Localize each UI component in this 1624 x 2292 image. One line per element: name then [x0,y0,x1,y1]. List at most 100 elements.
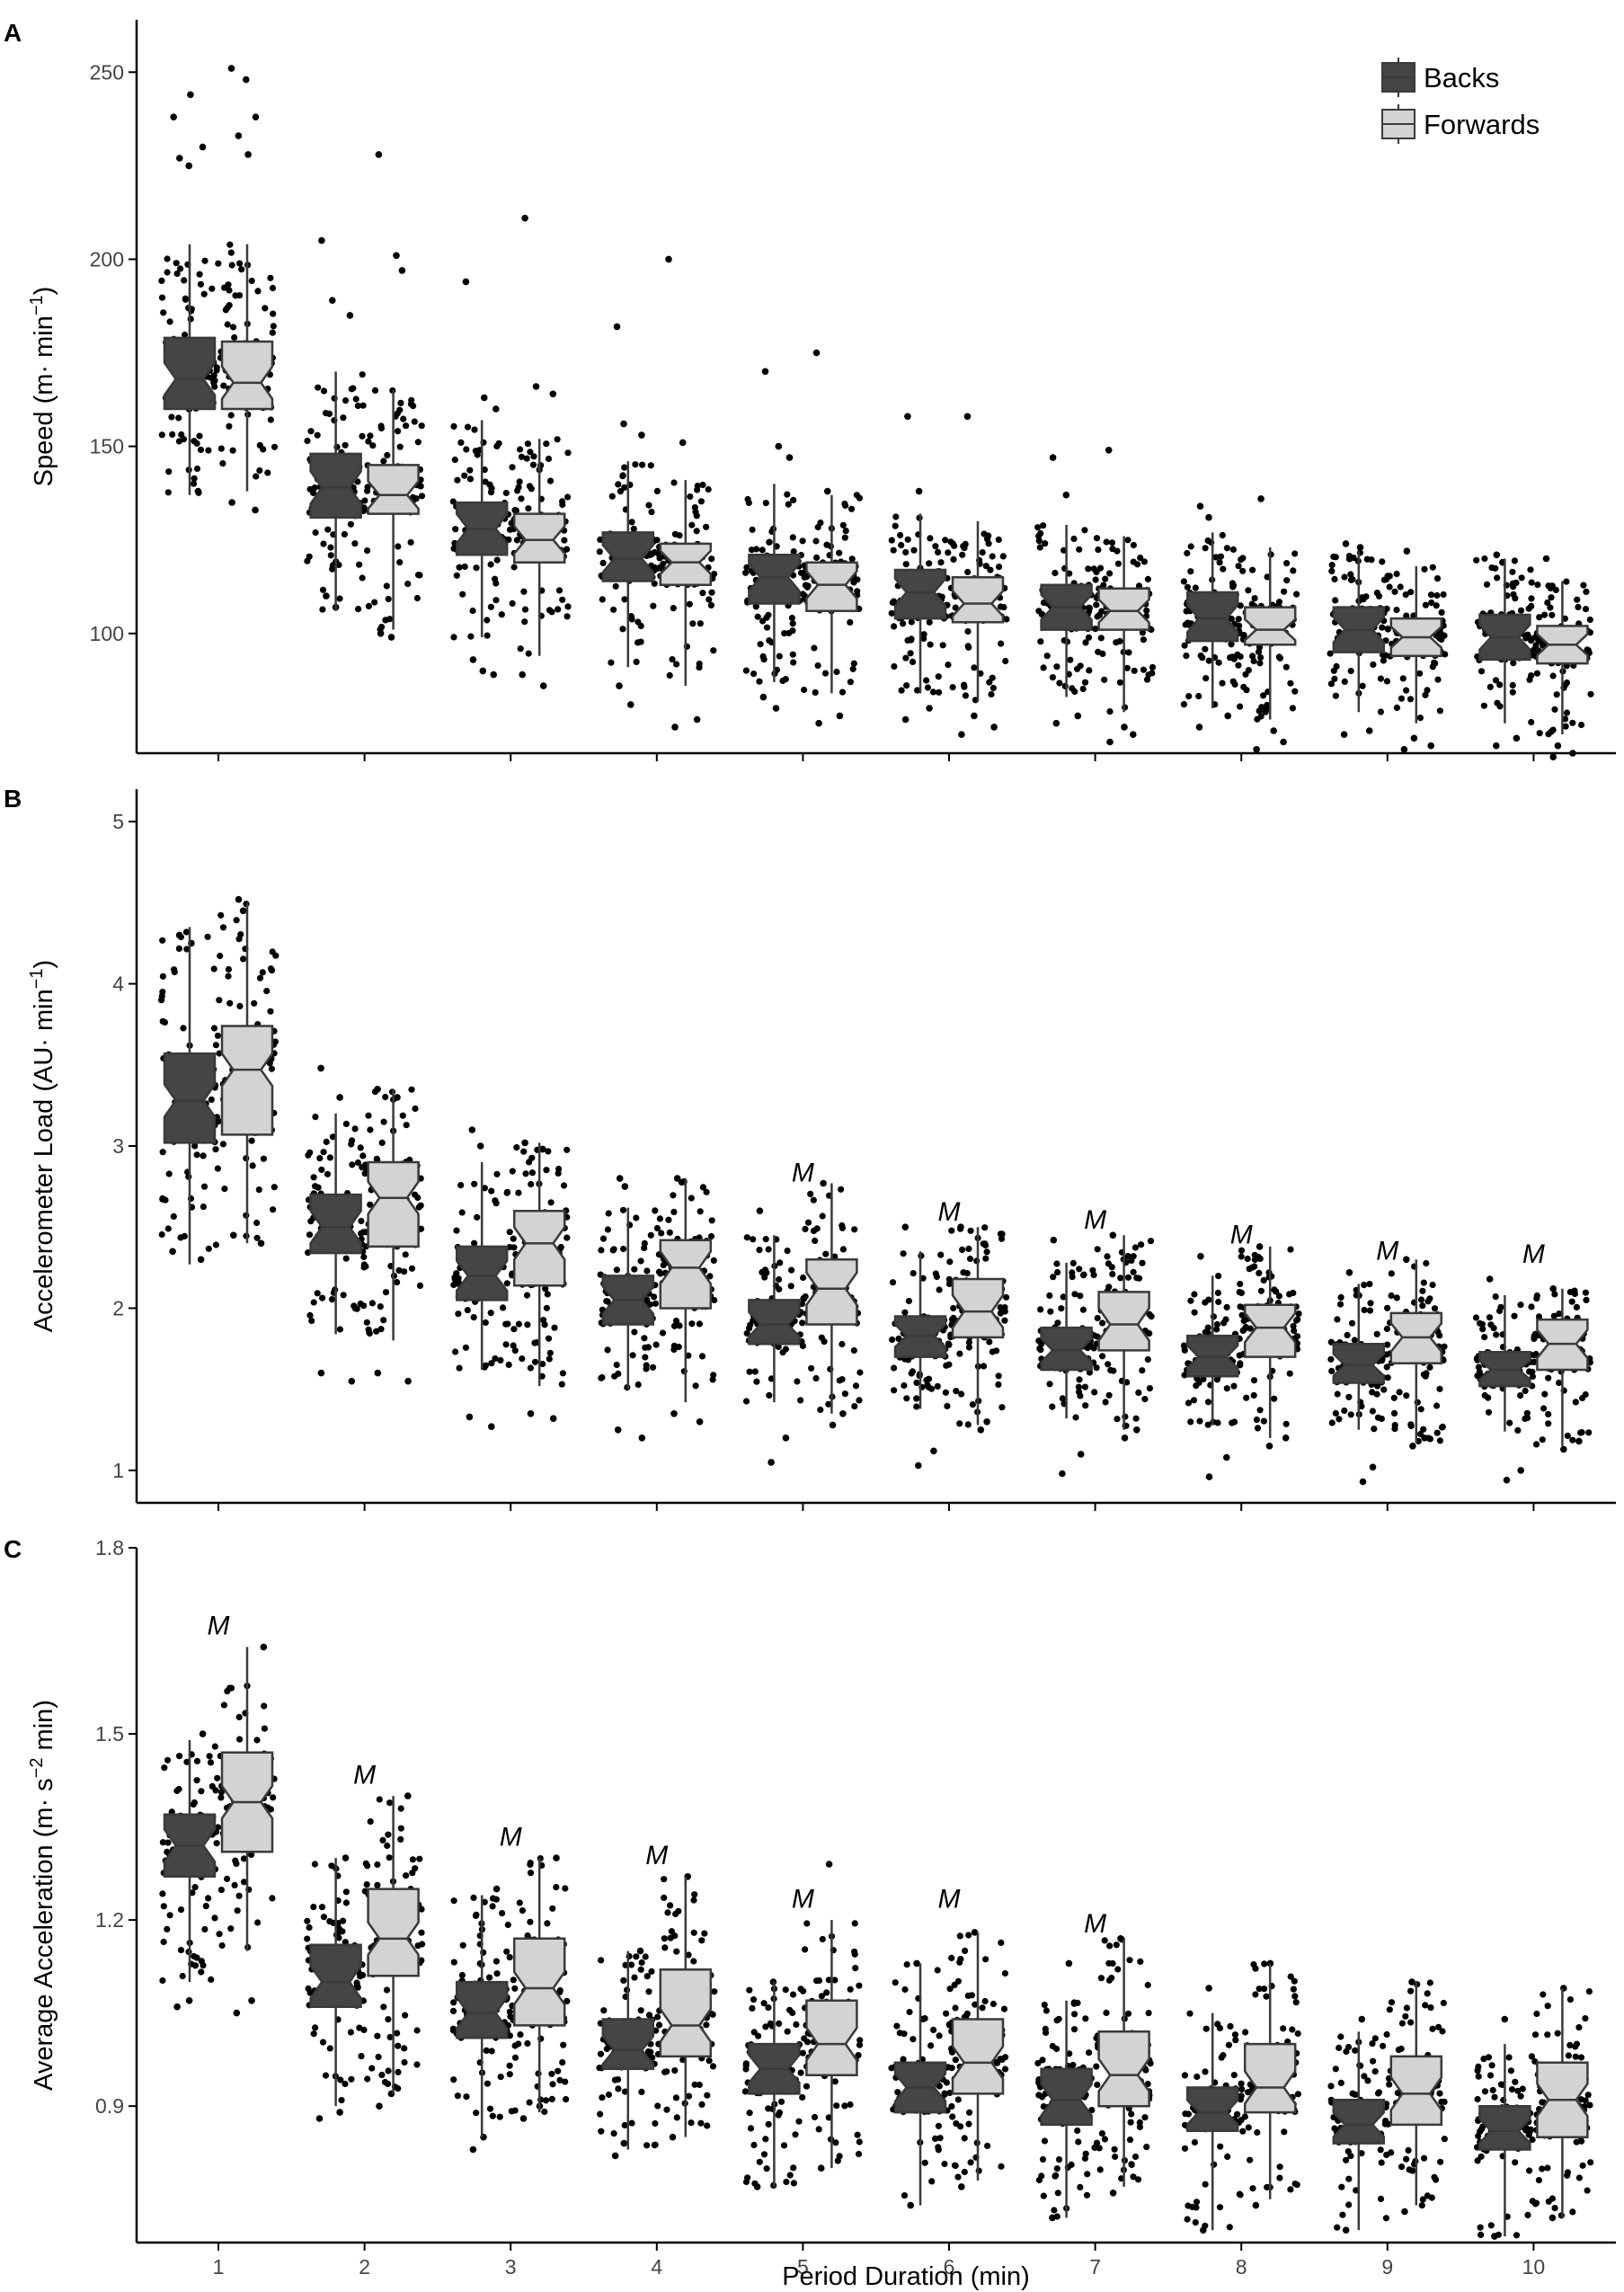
data-point [200,1204,207,1211]
data-point [463,446,470,453]
data-point [175,414,182,422]
data-point [1373,1330,1380,1337]
outlier-point [317,1064,324,1072]
data-point [1224,2153,1231,2160]
data-point [462,1344,470,1351]
data-point [1093,601,1100,609]
data-point [1143,676,1151,683]
outlier-point [616,682,623,689]
y-axis-title: Average Acceleration (m· s−2 min) [27,1700,58,2091]
data-point [212,1042,219,1049]
data-point [635,1381,642,1389]
y-axis-title: Speed (m· min−1) [27,287,58,487]
data-point [173,260,180,267]
data-point [1391,1422,1398,1429]
outlier-point [1205,1473,1213,1480]
data-point [1082,639,1089,646]
outlier-point [1065,1959,1073,1968]
data-point [412,1191,419,1198]
box-body [1243,606,1297,646]
data-point [1540,1405,1548,1412]
data-point [1549,672,1557,680]
data-point [1251,1251,1258,1258]
data-point [1204,537,1211,545]
data-point [351,1125,359,1133]
outlier-point [638,431,645,439]
data-point [1191,1291,1198,1298]
data-point [645,2012,653,2019]
data-point [1291,1328,1298,1335]
data-point [204,933,211,940]
data-point [543,1304,551,1311]
data-point [493,442,501,450]
data-point [1041,2001,1048,2009]
data-point [655,1268,663,1275]
data-point [359,402,367,409]
data-point [519,1355,526,1363]
data-point [1347,571,1354,578]
data-point [1195,1379,1202,1387]
outlier-point [839,1410,847,1417]
data-point [1239,567,1247,574]
y-tick-label: 1 [112,1459,124,1482]
data-point [1496,703,1504,710]
data-point [763,624,771,631]
x-tick-label: 7 [1089,2255,1101,2279]
box-body [893,568,947,620]
data-point [615,481,622,488]
data-point [707,601,715,609]
data-point [492,1197,499,1204]
data-point [1433,575,1442,582]
data-point [1140,558,1148,565]
data-point [956,1350,963,1357]
data-point [1125,649,1132,656]
data-point [897,531,904,539]
data-point [776,1285,783,1293]
data-point [207,1759,215,1766]
data-point [543,440,550,448]
data-point [1545,1374,1552,1381]
outlier-point [901,1223,910,1230]
data-point [487,1310,494,1317]
data-point [358,1230,365,1237]
data-point [450,545,457,552]
data-point [1238,2080,1245,2087]
data-point [500,1304,507,1311]
data-point [850,660,857,667]
data-point [1533,1295,1540,1302]
data-point [206,1753,213,1760]
data-point [320,1149,327,1156]
outlier-point [1224,712,1231,720]
outlier-point [173,2003,181,2011]
data-point [996,564,1003,571]
outlier-point [235,132,243,139]
data-point [386,616,394,623]
data-point [197,446,205,453]
data-point [1081,1383,1088,1390]
data-point [786,2172,794,2179]
data-point [319,606,326,613]
data-point [856,1369,864,1376]
data-point [347,2029,354,2036]
data-point [411,418,418,425]
data-point [1424,687,1431,694]
data-point [455,1310,462,1318]
data-point [200,1152,207,1159]
data-point [1187,1297,1194,1304]
data-point [1249,653,1256,660]
data-point [397,399,404,406]
data-point [159,1017,166,1025]
data-point [159,973,166,980]
data-point [1083,2191,1091,2199]
data-point [1258,704,1265,711]
data-point [647,1231,654,1239]
data-point [818,1334,825,1341]
data-point [1097,635,1105,642]
data-point [653,1224,661,1232]
data-point [179,1972,186,1980]
data-point [378,1139,386,1146]
box-body [1040,1326,1093,1372]
data-point [652,2141,659,2148]
data-point [404,581,412,588]
data-point [545,1148,552,1155]
